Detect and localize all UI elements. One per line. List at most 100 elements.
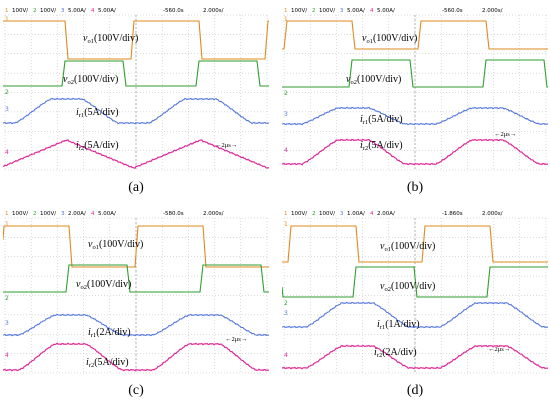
label-ir1: ir1(5A/div) — [76, 107, 119, 119]
label-ir2: ir2(5A/div) — [76, 140, 119, 152]
trace-ir1 — [282, 106, 548, 126]
header-delay: -1.860s — [442, 211, 463, 217]
traces-b: 1 2 3 4 — [282, 16, 548, 166]
header-ch4-label: 4 — [370, 8, 374, 14]
trace-ir2 — [282, 138, 548, 166]
labels-d: vo1(100V/div) vo2(100V/div) ir1(1A/div) … — [374, 241, 510, 359]
header-timebase: 2.000s/ — [482, 8, 503, 14]
time-scale-bar: ←2μs→ — [494, 131, 516, 138]
time-scale-bar: ←2μs→ — [225, 336, 247, 343]
channel-marker-2: 2 — [5, 295, 9, 302]
header-ch2-label: 2 — [33, 211, 37, 217]
header-ch3-scale: 5.00A/ — [68, 8, 86, 14]
header-timebase: 2.000s/ — [203, 211, 224, 217]
trace-vo2 — [3, 60, 269, 87]
caption-d: (d) — [406, 383, 424, 398]
label-ir2: ir2(2A/div) — [374, 347, 417, 359]
trace-vo2 — [282, 266, 548, 298]
channel-marker-3: 3 — [5, 320, 9, 327]
channel-marker-3: 3 — [284, 310, 288, 317]
traces-d: 1 2 3 4 — [282, 221, 548, 370]
header-ch3-label: 3 — [61, 8, 65, 14]
oscilloscope-screen-b: 1 2 3 4 1 100V/ 2 100V/ 3 5.00A/ 4 5.00A/ -… — [282, 8, 548, 171]
header-ch1-scale: 100V/ — [291, 211, 307, 217]
trace-ir2 — [282, 344, 548, 370]
header-ch1-label: 1 — [284, 211, 288, 217]
trace-vo1 — [3, 225, 269, 268]
header-ch3-label: 3 — [340, 211, 344, 217]
label-vo2: vo2(100V/div) — [76, 279, 131, 291]
header-ch3-label: 3 — [340, 8, 344, 14]
time-scale-bar: ←2μs→ — [215, 142, 237, 149]
header-ch1-label: 1 — [5, 211, 9, 217]
oscilloscope-screen-c: 1 2 3 4 1 100V/ 2 100V/ 3 2.00A/ 4 5.00A/ -… — [3, 211, 269, 374]
channel-marker-1: 1 — [5, 16, 9, 23]
header-ch3-scale: 5.00A/ — [347, 8, 365, 14]
label-vo2: vo2(100V/div) — [380, 281, 435, 293]
header-ch2-label: 2 — [312, 8, 316, 14]
channel-marker-2: 2 — [284, 90, 288, 97]
oscilloscope-screen-d: 1 2 3 4 1 100V/ 2 100V/ 3 1.00A/ 4 2.00A/ -… — [282, 211, 548, 374]
header-delay: -560.0s — [442, 8, 463, 14]
channel-marker-3: 3 — [5, 106, 9, 113]
header-b: 1 100V/ 2 100V/ 3 5.00A/ 4 5.00A/ -560.0… — [284, 8, 503, 14]
channel-marker-1: 1 — [284, 221, 288, 228]
label-vo1: vo1(100V/div) — [88, 239, 143, 251]
channel-marker-3: 3 — [284, 111, 288, 118]
header-ch2-label: 2 — [312, 211, 316, 217]
channel-marker-1: 1 — [284, 16, 288, 23]
header-ch3-scale: 1.00A/ — [347, 211, 365, 217]
trace-ir1 — [282, 301, 548, 329]
panel-b: 1 2 3 4 1 100V/ 2 100V/ 3 5.00A/ 4 5.00A/ -… — [282, 4, 548, 172]
header-ch4-scale: 5.00A/ — [98, 8, 116, 14]
panel-c: 1 2 3 4 1 100V/ 2 100V/ 3 2.00A/ 4 5.00A/ -… — [3, 207, 269, 375]
label-vo2: vo2(100V/div) — [346, 74, 401, 86]
channel-marker-4: 4 — [5, 352, 9, 359]
header-timebase: 2.000s/ — [482, 211, 503, 217]
header-ch1-label: 1 — [5, 8, 9, 14]
header-ch1-scale: 100V/ — [12, 8, 28, 14]
label-vo2: vo2(100V/div) — [63, 74, 118, 86]
caption-b: (b) — [406, 180, 424, 195]
grid-c — [4, 217, 268, 374]
header-ch2-label: 2 — [33, 8, 37, 14]
oscilloscope-screen-a: 1 2 3 4 1 100V/ 2 100V/ 3 5.00A/ 4 5.00A/ -… — [3, 8, 269, 171]
channel-marker-4: 4 — [5, 149, 9, 156]
header-ch3-scale: 2.00A/ — [68, 211, 86, 217]
label-ir1: ir1(5A/div) — [360, 114, 403, 126]
trace-vo1 — [3, 20, 269, 60]
header-a: 1 100V/ 2 100V/ 3 5.00A/ 4 5.00A/ -560.0… — [5, 8, 224, 14]
label-ir2: ir2(5A/div) — [360, 140, 403, 152]
label-vo1: vo1(100V/div) — [380, 241, 435, 253]
header-ch2-scale: 100V/ — [319, 211, 335, 217]
trace-ir2 — [3, 139, 269, 169]
trace-ir1 — [3, 97, 269, 125]
header-ch2-scale: 100V/ — [40, 211, 56, 217]
header-ch2-scale: 100V/ — [40, 8, 56, 14]
grid-a — [4, 14, 268, 171]
header-ch4-scale: 2.00A/ — [377, 211, 395, 217]
channel-marker-4: 4 — [284, 352, 288, 359]
header-ch4-scale: 5.00A/ — [377, 8, 395, 14]
panel-d: 1 2 3 4 1 100V/ 2 100V/ 3 1.00A/ 4 2.00A/ -… — [282, 207, 548, 375]
trace-ir2 — [3, 342, 269, 372]
traces-c: 1 2 3 4 — [3, 221, 269, 372]
header-ch4-label: 4 — [91, 211, 95, 217]
caption-a: (a) — [128, 180, 144, 195]
trace-vo1 — [282, 20, 548, 50]
panel-a: 1 2 3 4 1 100V/ 2 100V/ 3 5.00A/ 4 5.00A/ -… — [3, 4, 269, 172]
header-delay: -580.0s — [163, 211, 184, 217]
label-ir1: ir1(2A/div) — [88, 327, 131, 339]
trace-vo2 — [3, 264, 269, 293]
trace-vo1 — [282, 225, 548, 263]
grid-d — [283, 217, 547, 374]
header-ch4-label: 4 — [91, 8, 95, 14]
channel-marker-1: 1 — [5, 221, 9, 228]
channel-marker-2: 2 — [284, 300, 288, 307]
header-timebase: 2.000s/ — [203, 8, 224, 14]
labels-c: vo1(100V/div) vo2(100V/div) ir1(2A/div) … — [76, 239, 247, 369]
labels-b: vo1(100V/div) vo2(100V/div) ir1(5A/div) … — [346, 33, 516, 152]
traces-a: 1 2 3 4 — [3, 16, 269, 169]
header-ch1-scale: 100V/ — [291, 8, 307, 14]
header-c: 1 100V/ 2 100V/ 3 2.00A/ 4 5.00A/ -580.0… — [5, 211, 224, 217]
